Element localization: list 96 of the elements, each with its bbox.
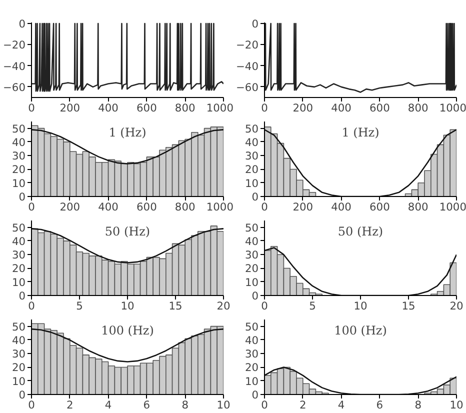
x-tick-label: 8 (414, 398, 422, 412)
y-tick-label: 30 (12, 150, 26, 163)
annotation: 100 (Hz) (101, 324, 154, 338)
x-tick-label: 10 (354, 300, 368, 312)
y-tick-label: 0 (18, 190, 26, 204)
x-tick-label: 600 (136, 102, 158, 114)
x-tick-label: 800 (174, 200, 196, 214)
x-tick-label: 1000 (206, 200, 234, 214)
x-tick-label: 10 (120, 300, 134, 312)
y-tick-label: 30 (12, 248, 26, 262)
y-tick-label: −40 (236, 60, 259, 73)
x-tick-label: 600 (370, 102, 390, 114)
x-tick-label: 10 (216, 398, 230, 412)
y-tick-label: 50 (244, 122, 259, 136)
y-tick-label: 50 (244, 221, 259, 234)
y-tick-label: 10 (12, 176, 26, 190)
y-tick-label: 50 (12, 221, 26, 234)
x-tick-label: 400 (98, 102, 119, 114)
x-tick-label: 400 (331, 200, 352, 214)
y-tick-label: 10 (244, 276, 259, 289)
y-tick-label: 30 (244, 150, 259, 163)
y-tick-label: 30 (244, 348, 259, 361)
y-tick-label: 10 (12, 374, 26, 388)
y-tick-label: 20 (244, 163, 259, 176)
x-tick-label: 15 (168, 300, 182, 312)
y-tick-label: 40 (12, 234, 26, 248)
x-tick-label: 0 (28, 200, 36, 214)
y-tick-label: −60 (3, 80, 26, 94)
x-tick-label: 2 (66, 398, 74, 412)
y-tick-label: 20 (244, 262, 259, 276)
x-tick-label: 6 (143, 398, 150, 412)
y-tick-label: 0 (252, 18, 259, 31)
y-tick-label: 40 (244, 234, 259, 248)
x-tick-label: 800 (174, 102, 196, 114)
y-tick-label: 20 (244, 361, 259, 374)
y-tick-label: 0 (252, 388, 259, 402)
x-tick-label: 20 (216, 300, 230, 312)
x-tick-label: 200 (60, 102, 80, 114)
y-tick-label: 0 (18, 388, 26, 402)
y-tick-label: 40 (12, 334, 26, 347)
x-tick-label: 1000 (206, 102, 234, 114)
x-tick-label: 0 (28, 398, 36, 412)
y-tick-label: 20 (12, 163, 26, 176)
x-tick-label: 5 (76, 300, 83, 312)
y-tick-label: −60 (236, 80, 259, 94)
x-tick-label: 10 (450, 398, 464, 412)
y-tick-label: 10 (244, 176, 259, 190)
x-tick-label: 1000 (439, 102, 466, 114)
annotation: 1 (Hz) (342, 126, 380, 140)
annotation: 50 (Hz) (338, 224, 384, 238)
y-tick-label: −20 (236, 38, 259, 52)
y-tick-label: 40 (12, 136, 26, 149)
y-tick-label: 0 (252, 190, 259, 204)
annotation: 100 (Hz) (334, 324, 387, 338)
x-tick-label: 600 (370, 200, 390, 214)
y-tick-label: −40 (3, 60, 26, 73)
x-tick-label: 4 (104, 398, 112, 412)
x-tick-label: 2 (300, 398, 306, 412)
x-tick-label: 0 (261, 300, 268, 312)
y-tick-label: 20 (12, 262, 26, 276)
x-tick-label: 8 (182, 398, 189, 412)
y-tick-label: 30 (12, 348, 26, 361)
x-tick-label: 600 (136, 200, 158, 214)
x-tick-label: 5 (309, 300, 316, 312)
x-tick-label: 20 (450, 300, 464, 312)
y-tick-label: 40 (244, 136, 259, 149)
x-tick-label: 0 (261, 102, 268, 114)
x-tick-label: 1000 (439, 200, 466, 214)
annotation: 50 (Hz) (104, 224, 150, 238)
annotation: 1 (Hz) (108, 126, 146, 140)
y-tick-label: 50 (244, 320, 259, 334)
y-tick-label: −20 (3, 38, 26, 52)
x-tick-label: 15 (402, 300, 416, 312)
x-tick-label: 200 (60, 200, 80, 214)
y-tick-label: 10 (12, 276, 26, 289)
x-tick-label: 4 (338, 398, 345, 412)
y-tick-label: 0 (18, 18, 26, 31)
x-tick-label: 800 (408, 102, 428, 114)
y-tick-label: 0 (252, 290, 259, 302)
y-tick-label: 50 (12, 320, 26, 334)
y-tick-label: 30 (244, 248, 259, 262)
y-tick-label: 0 (18, 290, 26, 302)
x-tick-label: 800 (408, 200, 428, 214)
x-tick-label: 0 (261, 200, 268, 214)
x-tick-label: 200 (292, 102, 314, 114)
x-tick-label: 400 (98, 200, 119, 214)
x-tick-label: 0 (28, 102, 36, 114)
y-tick-label: 40 (244, 334, 259, 347)
x-tick-label: 200 (292, 200, 314, 214)
x-tick-label: 6 (376, 398, 384, 412)
y-tick-label: 50 (12, 122, 26, 136)
x-tick-label: 400 (331, 102, 352, 114)
x-tick-label: 0 (261, 398, 268, 412)
y-tick-label: 10 (244, 374, 259, 388)
x-tick-label: 0 (28, 300, 36, 312)
y-tick-label: 20 (12, 361, 26, 374)
